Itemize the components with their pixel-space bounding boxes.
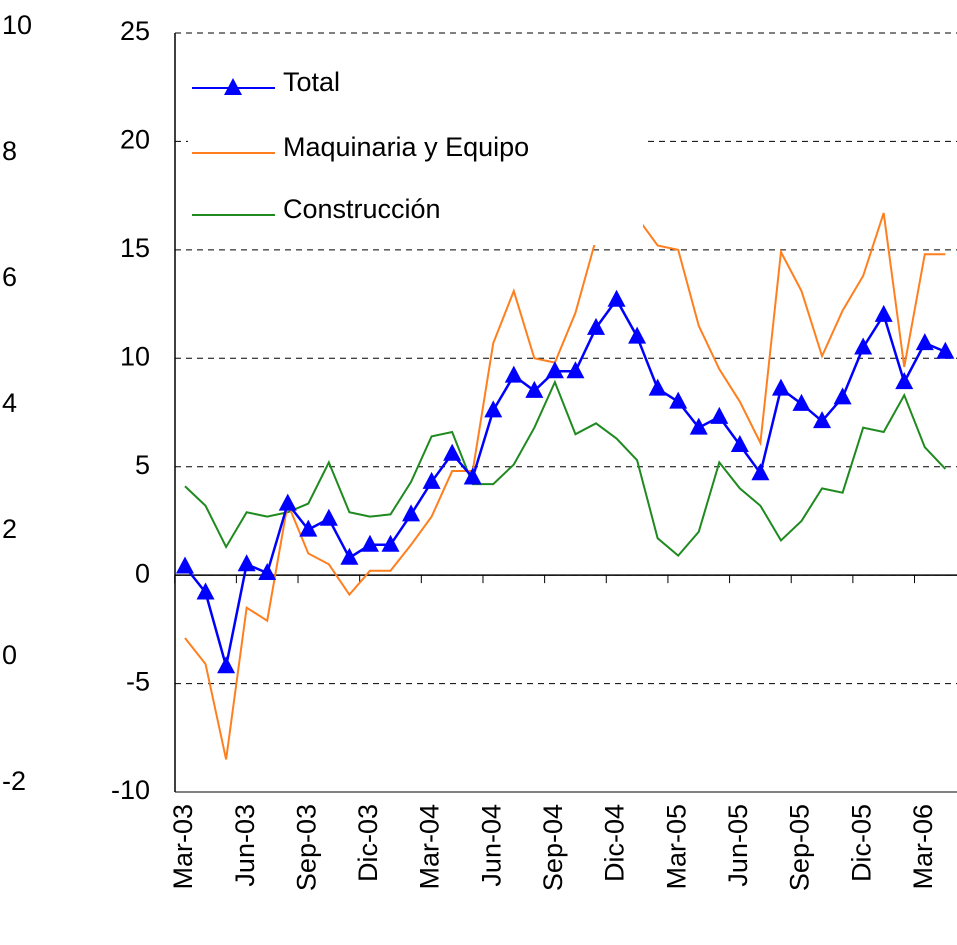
marker bbox=[895, 372, 913, 389]
series-line bbox=[185, 172, 945, 760]
y2-tick-label: 8 bbox=[2, 136, 17, 166]
marker bbox=[854, 337, 872, 354]
y2-tick-label: 6 bbox=[2, 262, 17, 292]
x-tick-label: Jun-03 bbox=[230, 804, 260, 887]
x-tick-label: Dic-05 bbox=[846, 804, 876, 882]
marker bbox=[772, 379, 790, 396]
x-tick-label: Mar-04 bbox=[415, 804, 445, 890]
marker bbox=[608, 290, 626, 307]
marker bbox=[875, 305, 893, 322]
chart: -10 -5 0 5 10 15 20 25 -2 0 2 4 6 8 10 Mar-03 Jun-03 Sep-… bbox=[0, 0, 957, 945]
x-tick-label: Mar-03 bbox=[168, 804, 198, 890]
marker bbox=[628, 327, 646, 344]
marker bbox=[793, 394, 811, 411]
x-tick-label: Dic-04 bbox=[600, 804, 630, 882]
y-tick-label: -10 bbox=[111, 775, 150, 805]
marker bbox=[217, 656, 235, 673]
marker bbox=[916, 333, 934, 350]
y-tick-label: 0 bbox=[135, 558, 150, 588]
y-tick-label: 10 bbox=[120, 341, 150, 371]
marker bbox=[484, 400, 502, 417]
x-tick-label: Sep-04 bbox=[538, 804, 568, 891]
y2-tick-label: 10 bbox=[2, 10, 32, 40]
legend-label: Maquinaria y Equipo bbox=[283, 132, 529, 162]
x-tick-label: Jun-04 bbox=[476, 804, 506, 887]
marker bbox=[834, 387, 852, 404]
x-tick-label: Jun-05 bbox=[723, 804, 753, 887]
marker bbox=[566, 361, 584, 378]
legend-label: Total bbox=[283, 67, 340, 97]
marker bbox=[340, 548, 358, 565]
y2-tick-label: 2 bbox=[2, 514, 17, 544]
y2-tick-label: 0 bbox=[2, 640, 17, 670]
y-tick-label: -5 bbox=[126, 667, 150, 697]
series-line bbox=[185, 300, 945, 666]
marker bbox=[238, 554, 256, 571]
marker bbox=[402, 504, 420, 521]
x-tick-label: Sep-03 bbox=[291, 804, 321, 891]
marker bbox=[669, 392, 687, 409]
y-tick-label: 15 bbox=[120, 233, 150, 263]
marker bbox=[649, 379, 667, 396]
legend: Total Maquinaria y Equipo Construcción bbox=[188, 60, 643, 245]
x-tick-label: Mar-06 bbox=[908, 804, 938, 890]
marker bbox=[320, 509, 338, 526]
marker bbox=[279, 494, 297, 511]
x-tick-label: Mar-05 bbox=[661, 804, 691, 890]
y2-tick-label: -2 bbox=[2, 766, 26, 796]
marker bbox=[710, 407, 728, 424]
marker bbox=[361, 535, 379, 552]
y2-tick-label: 4 bbox=[2, 388, 17, 418]
legend-label: Construcción bbox=[283, 194, 441, 224]
marker bbox=[505, 366, 523, 383]
x-tick-label: Dic-03 bbox=[353, 804, 383, 882]
x-tick-label: Sep-05 bbox=[785, 804, 815, 891]
y-tick-label: 25 bbox=[120, 16, 150, 46]
y-tick-label: 20 bbox=[120, 125, 150, 155]
marker bbox=[176, 556, 194, 573]
y-tick-label: 5 bbox=[135, 450, 150, 480]
marker bbox=[546, 361, 564, 378]
